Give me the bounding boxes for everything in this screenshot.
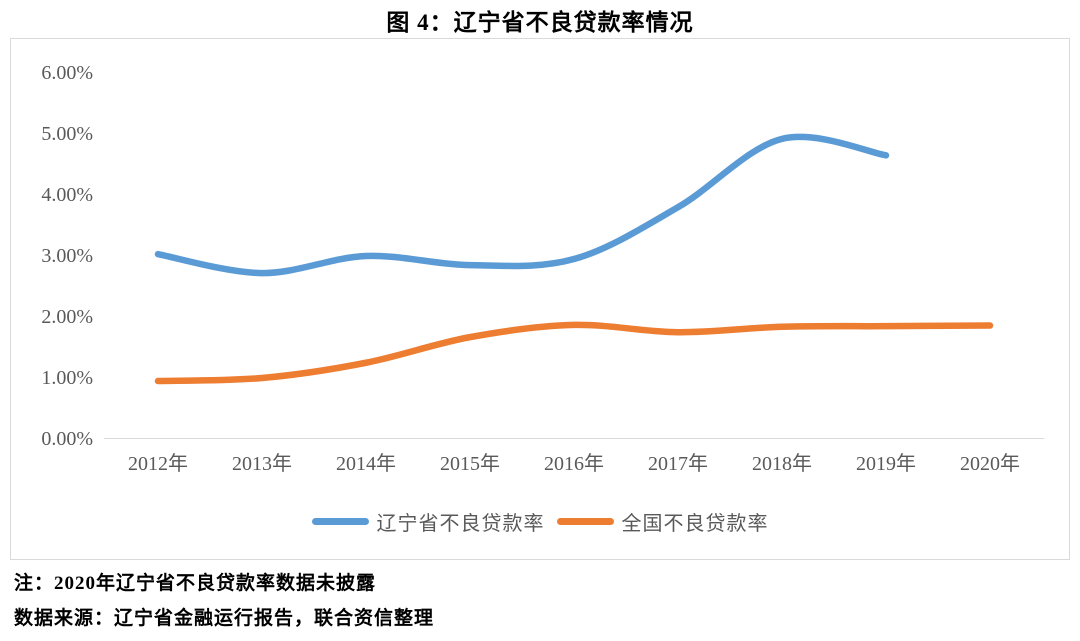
x-tick-label: 2014年 [336,453,396,475]
x-tick-label: 2012年 [128,453,188,475]
y-tick-label: 1.00% [41,367,93,389]
legend-item-liaoning: 辽宁省不良贷款率 [311,507,545,536]
x-tick-label: 2019年 [856,453,916,475]
legend-line-swatch [311,518,369,525]
x-axis-line [104,438,1044,439]
figure-title: 图 4：辽宁省不良贷款率情况 [386,10,694,35]
x-tick-label: 2016年 [544,453,604,475]
series-line-national [154,321,994,385]
y-tick-label: 6.00% [41,62,93,84]
y-tick-label: 0.00% [41,428,93,450]
y-tick-label: 4.00% [41,184,93,206]
x-tick-label: 2017年 [648,453,708,475]
y-tick-label: 3.00% [41,245,93,267]
series-line-liaoning [154,133,890,277]
legend: 辽宁省不良贷款率 全国不良贷款率 [11,507,1069,536]
plot-area [154,133,994,385]
legend-line-swatch [556,518,614,525]
footnote: 注：2020年辽宁省不良贷款率数据未披露 [14,573,377,594]
y-tick-label: 5.00% [41,123,93,145]
source-note: 数据来源：辽宁省金融运行报告，联合资信整理 [14,608,435,629]
y-tick-label: 2.00% [41,306,93,328]
x-tick-label: 2015年 [440,453,500,475]
x-tick-label: 2013年 [232,453,292,475]
chart-frame: 6.00% 5.00% 4.00% 3.00% 2.00% 1.00% 0.00% 2012… [10,38,1070,560]
x-tick-label: 2020年 [960,453,1020,475]
legend-label: 辽宁省不良贷款率 [376,513,545,535]
legend-label: 全国不良贷款率 [621,513,769,535]
x-tick-label: 2018年 [752,453,812,475]
legend-item-national: 全国不良贷款率 [556,507,769,536]
